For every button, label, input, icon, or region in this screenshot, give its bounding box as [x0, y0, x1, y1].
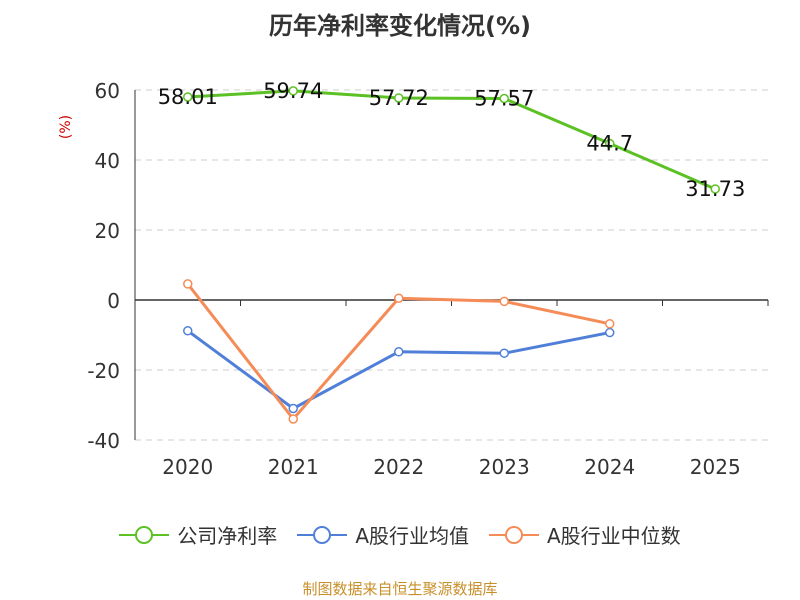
x-tick-label-2020: 2020	[162, 455, 213, 479]
series-0-point-2024	[605, 138, 615, 149]
data-label-2025: 31.73	[685, 177, 745, 201]
series-0-point-2025	[710, 184, 720, 194]
series-0-point-2021	[288, 86, 298, 96]
series-2-point-2020	[183, 279, 193, 289]
series-1-point-2021	[288, 403, 298, 414]
legend-label-company: 公司净利率	[177, 524, 278, 548]
legend-marker-median-icon	[489, 525, 539, 544]
y-tick-label-3: 0	[107, 289, 120, 313]
y-tick-label-5: -40	[87, 429, 120, 453]
y-tick-label-1: 40	[95, 149, 120, 173]
series-2-point-2022	[394, 293, 404, 303]
data-label-2020: 58.01	[158, 85, 218, 109]
legend-item-industry-median[interactable]: A股行业中位数	[489, 520, 681, 549]
legend-item-industry-mean[interactable]: A股行业均值	[297, 520, 469, 549]
legend-item-company-net-margin[interactable]: 公司净利率	[119, 520, 277, 549]
series-2-point-2023	[499, 296, 509, 307]
series-1-point-2023	[499, 348, 509, 358]
data-label-2023: 57.57	[474, 87, 534, 111]
series-1-point-2024	[605, 327, 615, 338]
x-tick-label-2024: 2024	[584, 455, 635, 479]
series-1-point-2022	[394, 347, 404, 357]
data-label-2021: 59.74	[263, 79, 323, 103]
series-0-point-2022	[394, 93, 404, 103]
legend-label-mean: A股行业均值	[355, 524, 469, 548]
x-tick-label-2022: 2022	[373, 455, 424, 479]
series-2-point-2021	[288, 414, 298, 424]
legend-marker-company-icon	[119, 525, 170, 544]
chart-legend: 公司净利率 A股行业均值 A股行业中位数	[0, 520, 800, 549]
y-tick-label-4: -20	[87, 359, 120, 383]
x-tick-label-2023: 2023	[479, 455, 530, 479]
data-source-note: 制图数据来自恒生聚源数据库	[302, 580, 498, 598]
series-0-point-2020	[183, 92, 193, 102]
series-0-point-2023	[499, 93, 509, 104]
legend-marker-mean-icon	[297, 525, 348, 544]
data-label-2024: 44.7	[586, 132, 633, 156]
chart-title: 历年净利率变化情况(%)	[269, 12, 531, 40]
y-tick-label-0: 60	[95, 79, 120, 103]
series-1-point-2020	[183, 326, 193, 336]
x-tick-label-2021: 2021	[268, 455, 319, 479]
y-tick-label-2: 20	[95, 219, 120, 243]
legend-label-median: A股行业中位数	[547, 524, 681, 548]
x-tick-label-2025: 2025	[690, 455, 741, 479]
series-line-0	[187, 89, 716, 191]
data-label-2022: 57.72	[369, 86, 429, 110]
series-2-point-2024	[605, 319, 615, 329]
y-axis-unit-label: (%)	[58, 114, 74, 140]
